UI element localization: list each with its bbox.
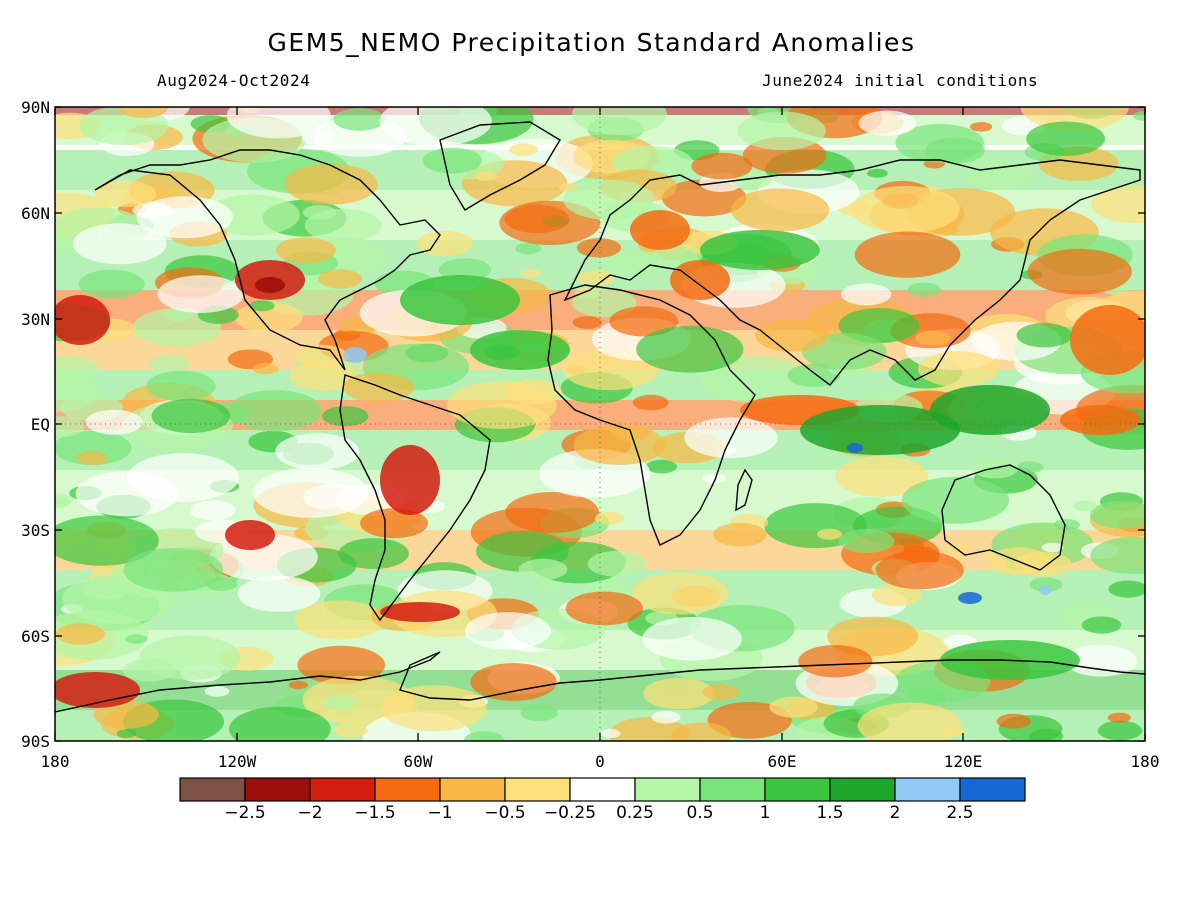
africa-coast (547, 284, 756, 546)
colorbar-swatch (569, 777, 636, 802)
colorbar-swatch (699, 777, 766, 802)
greenland-coast (439, 121, 561, 211)
colorbar: −2.5 −2 −1.5 −1 −0.5 −0.25 0.25 0.5 1 1.5 2 2.5 (179, 777, 1026, 823)
lon-label: 60W (404, 752, 433, 771)
anomaly-field (55, 107, 1145, 741)
colorbar-tick-label: −1.5 (354, 803, 395, 823)
colorbar-tick-label: 1.5 (816, 803, 843, 823)
colorbar-tick-label: 0.25 (616, 803, 654, 823)
lat-label: 60S (21, 627, 50, 646)
colorbar-swatch (634, 777, 701, 802)
lon-label: 60E (768, 752, 797, 771)
colorbar-tick-label: 2.5 (946, 803, 973, 823)
colorbar-tick-label: −2.5 (224, 803, 265, 823)
lon-label: 120E (944, 752, 983, 771)
coastlines (55, 121, 1145, 713)
colorbar-tick-label: −1 (427, 803, 452, 823)
colorbar-tick-label: 2 (890, 803, 901, 823)
colorbar-swatch (504, 777, 571, 802)
colorbar-swatch (374, 777, 441, 802)
lat-label: 90N (21, 98, 50, 117)
antarctica-coast (55, 651, 1145, 713)
eurasia-coast (563, 159, 1141, 386)
lat-label: EQ (31, 415, 50, 434)
map-title: GEM5_NEMO Precipitation Standard Anomali… (267, 28, 916, 57)
colorbar-swatch (309, 777, 376, 802)
colorbar-swatch (764, 777, 831, 802)
lon-label: 180 (1131, 752, 1160, 771)
colorbar-tick-label: −2 (297, 803, 322, 823)
lon-label: 180 (41, 752, 70, 771)
colorbar-tick-label: 0.5 (686, 803, 713, 823)
colorbar-swatch (894, 777, 961, 802)
madagascar-coast (735, 468, 753, 512)
colorbar-tick-label: 1 (760, 803, 771, 823)
lat-label: 60N (21, 204, 50, 223)
colorbar-tick-label: −0.5 (484, 803, 525, 823)
colorbar-swatch (179, 777, 246, 802)
initial-conditions: June2024 initial conditions (762, 71, 1039, 90)
colorbar-swatch (244, 777, 311, 802)
south-america-coast (339, 374, 491, 622)
lat-label: 90S (21, 732, 50, 751)
lon-label: 120W (218, 752, 257, 771)
lon-label: 0 (595, 752, 605, 771)
colorbar-tick-label: −0.25 (544, 803, 596, 823)
colorbar-swatch (959, 777, 1026, 802)
colorbar-swatch (829, 777, 896, 802)
lat-label: 30S (21, 521, 50, 540)
forecast-period: Aug2024-Oct2024 (157, 71, 311, 90)
lat-label: 30N (21, 310, 50, 329)
australia-coast (941, 464, 1066, 571)
north-america-coast (94, 149, 441, 371)
colorbar-swatch (439, 777, 506, 802)
